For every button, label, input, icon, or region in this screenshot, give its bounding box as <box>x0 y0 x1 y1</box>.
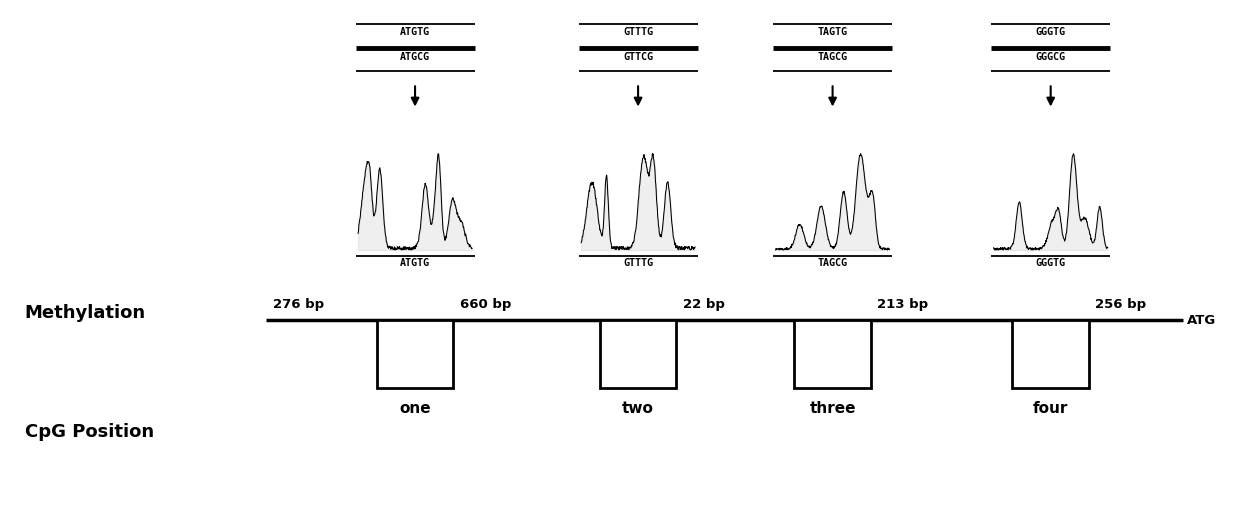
Text: ATG: ATG <box>1187 314 1217 327</box>
Text: 276 bp: 276 bp <box>273 298 323 311</box>
Text: 660 bp: 660 bp <box>460 298 510 311</box>
Text: three: three <box>809 401 856 416</box>
Text: TAGCG: TAGCG <box>818 52 847 61</box>
Text: two: two <box>622 401 654 416</box>
Text: 256 bp: 256 bp <box>1095 298 1146 311</box>
Text: ATGTG: ATGTG <box>400 258 430 268</box>
Text: Methylation: Methylation <box>25 304 146 321</box>
Text: TAGCG: TAGCG <box>818 258 847 268</box>
Text: GTTTG: GTTTG <box>623 27 653 37</box>
Text: 22 bp: 22 bp <box>683 298 725 311</box>
Text: ATGCG: ATGCG <box>400 52 430 61</box>
Text: CpG Position: CpG Position <box>25 424 154 441</box>
Text: 213 bp: 213 bp <box>877 298 928 311</box>
Text: one: one <box>399 401 431 416</box>
Text: TAGTG: TAGTG <box>818 27 847 37</box>
Bar <box>1012 320 1089 388</box>
Text: GGGTG: GGGTG <box>1036 27 1066 37</box>
Bar <box>600 320 676 388</box>
Text: ATGTG: ATGTG <box>400 27 430 37</box>
Text: GGGCG: GGGCG <box>1036 52 1066 61</box>
Text: GGGTG: GGGTG <box>1036 258 1066 268</box>
Bar <box>794 320 871 388</box>
Text: GTTCG: GTTCG <box>623 52 653 61</box>
Text: GTTTG: GTTTG <box>623 258 653 268</box>
Text: four: four <box>1033 401 1068 416</box>
Bar <box>377 320 453 388</box>
